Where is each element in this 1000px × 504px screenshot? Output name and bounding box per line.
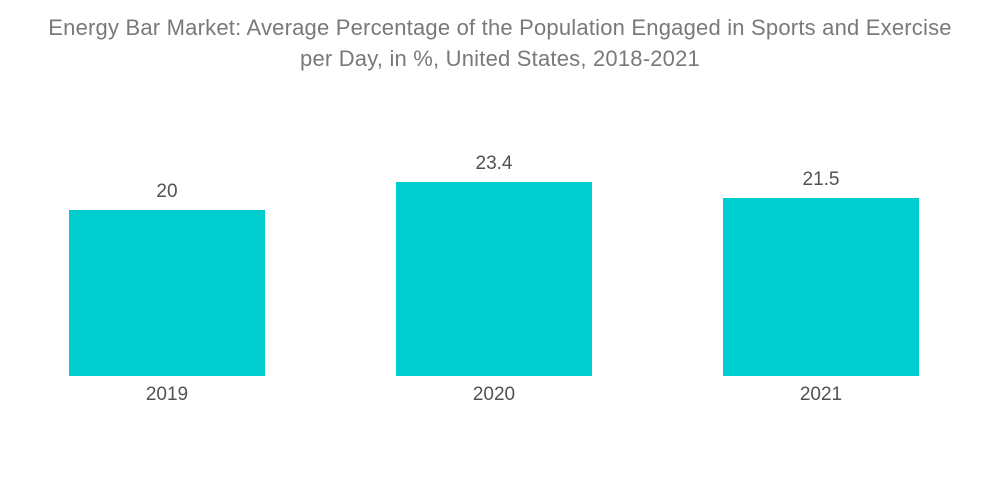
bar-2019 [69,210,265,376]
bar-value-label-2020: 23.4 [475,153,513,174]
bar-2021 [723,198,919,376]
bar-2020 [396,182,592,376]
chart-title-line2: per Day, in %, United States, 2018-2021 [300,46,700,71]
category-label-2019: 2019 [145,384,189,405]
chart-title: Energy Bar Market: Average Percentage of… [0,12,1000,74]
category-label-2021: 2021 [799,384,843,405]
chart-title-line1: Energy Bar Market: Average Percentage of… [48,15,952,40]
category-label-2020: 2020 [472,384,516,405]
bar-value-label-2021: 21.5 [802,169,840,190]
bar-value-label-2019: 20 [156,181,178,202]
